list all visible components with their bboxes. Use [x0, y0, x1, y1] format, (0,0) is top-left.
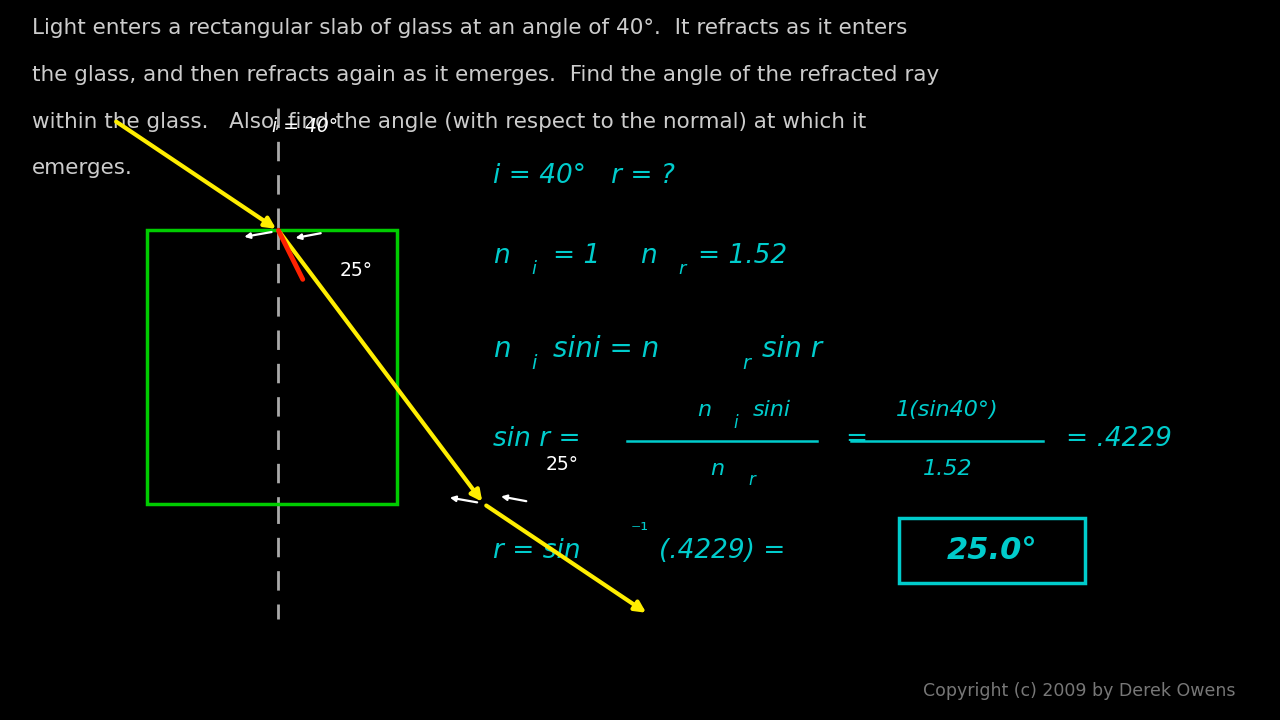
Text: 1(sin40°): 1(sin40°) [896, 400, 998, 420]
Text: Copyright (c) 2009 by Derek Owens: Copyright (c) 2009 by Derek Owens [923, 682, 1235, 700]
Bar [147, 230, 397, 504]
Text: ⁻¹: ⁻¹ [631, 521, 649, 540]
Text: 25°: 25° [340, 261, 372, 279]
Text: sіn r =: sіn r = [493, 426, 580, 452]
Text: sinі: sinі [753, 400, 791, 420]
Text: =: = [845, 426, 867, 452]
Text: n: n [709, 459, 724, 480]
Text: emerges.: emerges. [32, 158, 133, 179]
Text: n: n [493, 336, 511, 363]
Text: i: i [733, 415, 739, 432]
Text: within the glass.   Also, find the angle (with respect to the normal) at which i: within the glass. Also, find the angle (… [32, 112, 867, 132]
Text: i: i [531, 259, 536, 277]
Text: r = sin: r = sin [493, 538, 580, 564]
Text: n: n [493, 243, 509, 269]
Text: = 1: = 1 [553, 243, 600, 269]
Text: n: n [640, 243, 657, 269]
Text: (.4229) =: (.4229) = [659, 538, 786, 564]
Text: sin r: sin r [762, 336, 822, 363]
Text: = .4229: = .4229 [1066, 426, 1172, 452]
Text: the glass, and then refracts again as it emerges.  Find the angle of the refract: the glass, and then refracts again as it… [32, 65, 940, 85]
Text: r: r [742, 354, 750, 373]
Text: Light enters a rectangular slab of glass at an angle of 40°.  It refracts as it : Light enters a rectangular slab of glass… [32, 18, 908, 38]
Text: n: n [696, 400, 712, 420]
Text: i: i [531, 354, 536, 373]
Text: i = 40°   r = ?: i = 40° r = ? [493, 163, 675, 189]
Text: i = 40°: i = 40° [273, 117, 338, 135]
Bar [899, 518, 1084, 583]
Text: 1.52: 1.52 [923, 459, 972, 480]
Text: 25.0°: 25.0° [947, 536, 1037, 565]
Text: r: r [678, 259, 686, 277]
Text: sinі = n: sinі = n [553, 336, 659, 363]
Text: 25°: 25° [545, 455, 579, 474]
Text: r: r [749, 471, 755, 490]
Text: = 1.52: = 1.52 [698, 243, 787, 269]
